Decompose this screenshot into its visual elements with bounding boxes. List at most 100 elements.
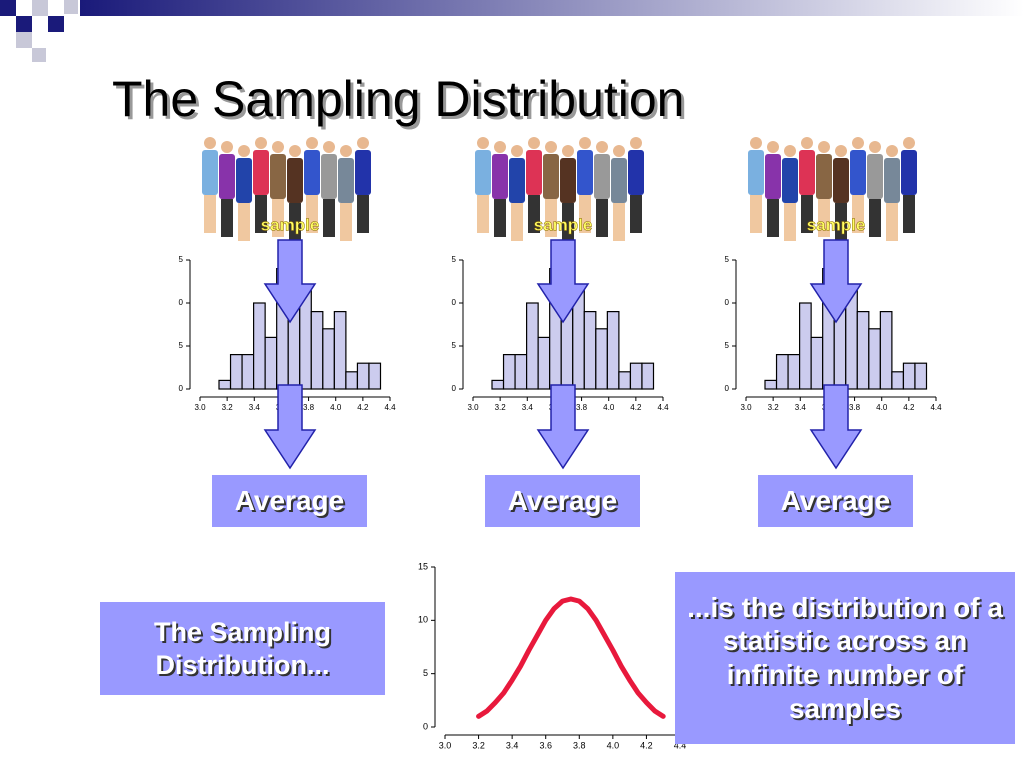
y-tick-label: 5 (452, 341, 457, 350)
person-legs (545, 199, 557, 237)
histogram-bar (526, 302, 539, 390)
x-tick-label: 3.2 (495, 403, 507, 412)
x-tick-label: 4.0 (876, 403, 888, 412)
x-tick-label: 3.8 (303, 403, 315, 412)
histogram-bar (595, 328, 608, 390)
average-box: Average (485, 475, 640, 527)
person-head (562, 145, 574, 157)
person-head (750, 137, 762, 149)
y-tick-label: 5 (423, 668, 428, 678)
person-legs (818, 199, 830, 237)
person-head (323, 141, 335, 153)
arrow (809, 239, 863, 324)
x-tick-label: 3.2 (222, 403, 234, 412)
histogram-bar (514, 354, 528, 390)
person-head (221, 141, 233, 153)
person-legs (289, 203, 301, 241)
person-body (509, 158, 525, 203)
y-tick-label: 5 (179, 341, 184, 350)
x-tick-label: 4.4 (930, 403, 942, 412)
person-legs (767, 199, 779, 237)
person-head (818, 141, 830, 153)
histogram-bar (810, 336, 824, 390)
person-legs (340, 203, 352, 241)
histogram-bar (629, 362, 643, 390)
histogram-bar (241, 354, 255, 390)
x-tick-label: 3.8 (849, 403, 861, 412)
person-body (492, 154, 508, 199)
person-head (784, 145, 796, 157)
histogram-bar (491, 379, 505, 390)
person-body (850, 150, 866, 195)
x-tick-label: 4.4 (657, 403, 669, 412)
right-box: ...is the distribution of a statistic ac… (675, 572, 1015, 744)
x-tick-label: 3.4 (249, 403, 261, 412)
y-tick-label: 0 (452, 298, 457, 307)
person-head (204, 137, 216, 149)
histogram-bar (891, 371, 905, 390)
histogram-bar (264, 336, 278, 390)
arrow (536, 239, 590, 324)
x-tick-label: 3.0 (740, 403, 752, 412)
person-head (340, 145, 352, 157)
y-tick-label: 15 (418, 561, 428, 571)
person-body (611, 158, 627, 203)
histogram-bar (356, 362, 370, 390)
arrow (809, 384, 863, 470)
person-legs (204, 195, 216, 233)
person-head (306, 137, 318, 149)
person-body (884, 158, 900, 203)
histogram-bar (799, 302, 812, 390)
histogram-bar (879, 311, 893, 390)
histogram-bar (583, 311, 597, 390)
corner-square (0, 0, 16, 16)
person-head (272, 141, 284, 153)
person-head (579, 137, 591, 149)
title-shadow: The Sampling Distribution (115, 74, 688, 130)
y-tick-label: 5 (725, 341, 730, 350)
y-tick-label: 0 (452, 384, 457, 393)
person-legs (528, 195, 540, 233)
person-legs (357, 195, 369, 233)
person-body (219, 154, 235, 199)
person-head (255, 137, 267, 149)
person-legs (835, 203, 847, 241)
histogram-bar (253, 302, 266, 390)
title: The Sampling Distribution (112, 71, 685, 127)
person-legs (613, 203, 625, 241)
x-tick-label: 3.4 (522, 403, 534, 412)
person-legs (511, 203, 523, 241)
corner-square (16, 16, 32, 32)
corner-square (32, 0, 48, 16)
person-body (526, 150, 542, 195)
x-tick-label: 4.2 (903, 403, 915, 412)
person-body (543, 154, 559, 199)
x-tick-label: 3.2 (768, 403, 780, 412)
sample-label: sample (534, 215, 593, 234)
person-body (270, 154, 286, 199)
person-legs (579, 195, 591, 233)
person-legs (306, 195, 318, 233)
person-head (613, 145, 625, 157)
x-tick-label: 3.2 (472, 740, 485, 750)
person-body (628, 150, 644, 195)
person-body (355, 150, 371, 195)
person-head (596, 141, 608, 153)
histogram-bar (868, 328, 881, 390)
person-head (869, 141, 881, 153)
person-legs (750, 195, 762, 233)
y-tick-label: 5 (725, 255, 730, 264)
histogram-bar (537, 336, 551, 390)
x-tick-label: 3.0 (194, 403, 206, 412)
person-head (528, 137, 540, 149)
histogram-bar (368, 362, 382, 390)
histogram-bar (345, 371, 359, 390)
person-body (901, 150, 917, 195)
histogram-bar (914, 362, 928, 390)
histogram-bar (775, 354, 789, 390)
person-head (238, 145, 250, 157)
y-tick-label: 10 (418, 615, 428, 625)
corner-square (48, 16, 64, 32)
